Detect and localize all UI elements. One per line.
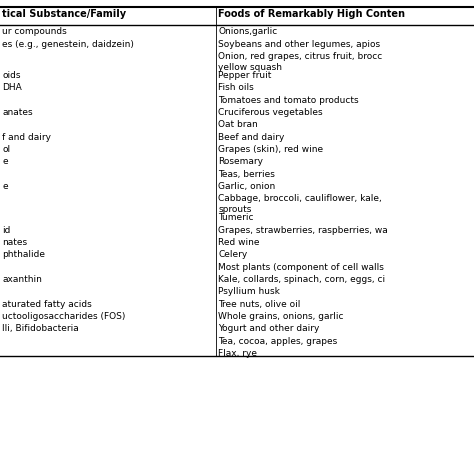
- Text: Grapes, strawberries, raspberries, wa: Grapes, strawberries, raspberries, wa: [218, 226, 388, 235]
- Text: Tomatoes and tomato products: Tomatoes and tomato products: [218, 96, 359, 105]
- Text: Tree nuts, olive oil: Tree nuts, olive oil: [218, 300, 301, 309]
- Text: Garlic, onion: Garlic, onion: [218, 182, 275, 191]
- Text: Tumeric: Tumeric: [218, 213, 254, 222]
- Text: Foods of Remarkably High Conten: Foods of Remarkably High Conten: [218, 9, 405, 18]
- Text: Celery: Celery: [218, 250, 247, 259]
- Text: Grapes (skin), red wine: Grapes (skin), red wine: [218, 145, 323, 154]
- Text: ur compounds: ur compounds: [2, 27, 67, 36]
- Text: e: e: [2, 182, 8, 191]
- Text: Kale, collards, spinach, corn, eggs, ci: Kale, collards, spinach, corn, eggs, ci: [218, 275, 385, 284]
- Text: axanthin: axanthin: [2, 275, 42, 284]
- Text: id: id: [2, 226, 11, 235]
- Text: Pepper fruit: Pepper fruit: [218, 71, 272, 80]
- Text: ol: ol: [2, 145, 10, 154]
- Text: Flax, rye: Flax, rye: [218, 349, 257, 358]
- Text: DHA: DHA: [2, 83, 22, 92]
- Text: Yogurt and other dairy: Yogurt and other dairy: [218, 324, 319, 333]
- Text: es (e.g., genestein, daidzein): es (e.g., genestein, daidzein): [2, 40, 134, 49]
- Text: lli, Bifidobacteria: lli, Bifidobacteria: [2, 324, 79, 333]
- Text: Soybeans and other legumes, apios: Soybeans and other legumes, apios: [218, 40, 380, 49]
- Text: Fish oils: Fish oils: [218, 83, 254, 92]
- Text: uctooligosaccharides (FOS): uctooligosaccharides (FOS): [2, 312, 126, 321]
- Text: Whole grains, onions, garlic: Whole grains, onions, garlic: [218, 312, 344, 321]
- Text: Onion, red grapes, citrus fruit, brocc
yellow squash: Onion, red grapes, citrus fruit, brocc y…: [218, 52, 383, 72]
- Text: phthalide: phthalide: [2, 250, 46, 259]
- Text: nates: nates: [2, 238, 27, 247]
- Text: Oat bran: Oat bran: [218, 120, 258, 129]
- Text: f and dairy: f and dairy: [2, 133, 51, 142]
- Text: Beef and dairy: Beef and dairy: [218, 133, 284, 142]
- Text: Onions,garlic: Onions,garlic: [218, 27, 277, 36]
- Text: e: e: [2, 157, 8, 166]
- Text: Cruciferous vegetables: Cruciferous vegetables: [218, 108, 323, 117]
- Text: oids: oids: [2, 71, 21, 80]
- Text: Most plants (component of cell walls: Most plants (component of cell walls: [218, 263, 384, 272]
- Text: Tea, cocoa, apples, grapes: Tea, cocoa, apples, grapes: [218, 337, 337, 346]
- Text: Cabbage, broccoli, cauliflower, kale,
sprouts: Cabbage, broccoli, cauliflower, kale, sp…: [218, 194, 382, 214]
- Text: tical Substance/Family: tical Substance/Family: [2, 9, 127, 18]
- Text: Red wine: Red wine: [218, 238, 260, 247]
- Text: Rosemary: Rosemary: [218, 157, 263, 166]
- Text: Psyllium husk: Psyllium husk: [218, 287, 280, 296]
- Text: Teas, berries: Teas, berries: [218, 170, 275, 179]
- Text: anates: anates: [2, 108, 33, 117]
- Text: aturated fatty acids: aturated fatty acids: [2, 300, 92, 309]
